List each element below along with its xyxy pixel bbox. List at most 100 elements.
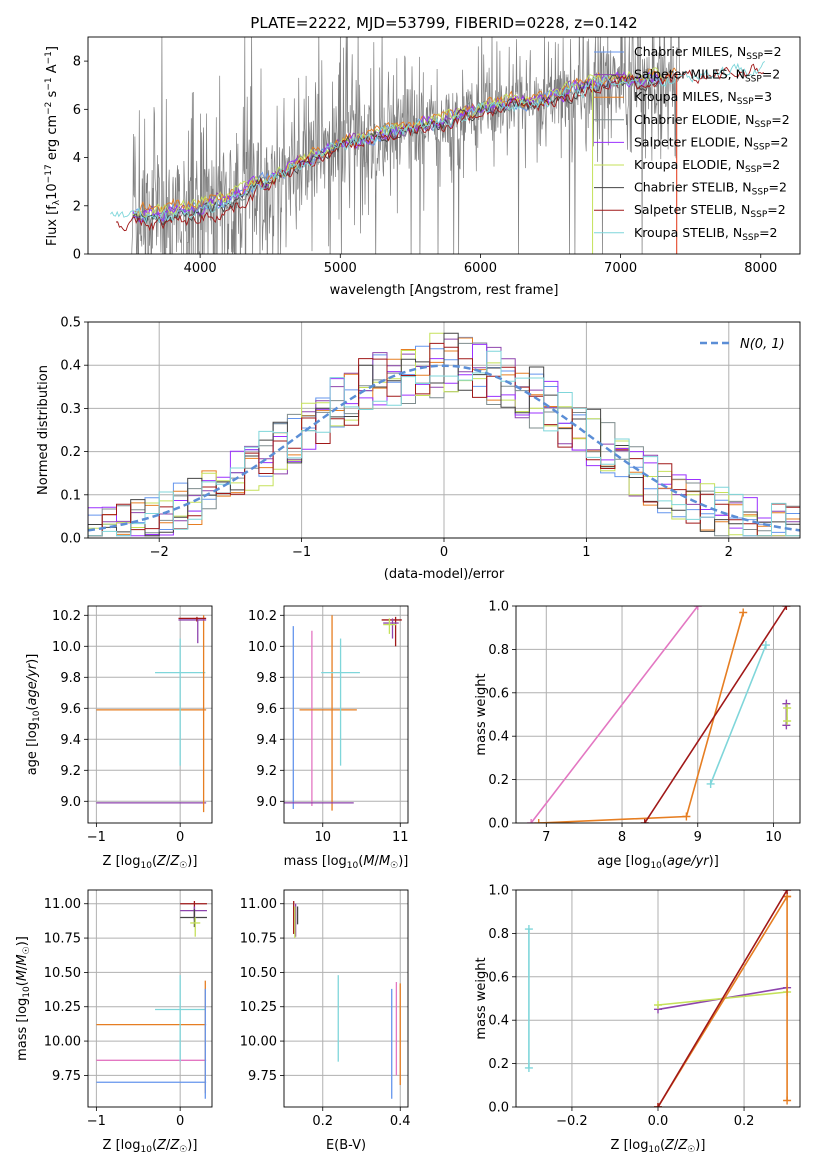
mass-weight-line — [709, 644, 767, 785]
model-spectrum-line — [132, 67, 663, 218]
x-axis-label-part: / — [375, 854, 380, 869]
x-axis-label-part: age [log — [597, 854, 650, 869]
y-tick-label: 0.4 — [60, 359, 81, 374]
legend-name: Chabrier ELODIE, N — [634, 112, 754, 127]
legend-name: Chabrier MILES, N — [634, 44, 746, 59]
x-axis-label-part: 10 — [648, 1145, 660, 1155]
x-axis-label: Z [log10(Z/Z☉)] — [103, 854, 198, 871]
plot-area — [110, 37, 765, 254]
x-axis-label-part: Z [log — [611, 1138, 649, 1153]
legend-value: =2 — [759, 225, 777, 240]
mass-weight-marker — [524, 1063, 533, 1072]
x-tick-label: −0.2 — [556, 1114, 588, 1129]
x-axis-label-part: / — [166, 854, 171, 869]
figure-title: PLATE=2222, MJD=53799, FIBERID=0228, z=0… — [250, 14, 637, 32]
x-axis-label-part: ☉ — [179, 1145, 187, 1155]
x-axis-label-part: Z — [156, 854, 167, 869]
y-tick-label: 10.50 — [44, 966, 81, 981]
y-axis-label-part: Flux [f — [45, 205, 60, 246]
legend-label: Chabrier ELODIE, NSSP=2 — [634, 112, 790, 130]
x-axis-label-part: Z — [664, 1138, 675, 1153]
legend-subscript: SSP — [746, 52, 763, 62]
mass-weight-marker — [782, 606, 791, 610]
y-axis-label-part: age [log — [25, 722, 40, 775]
y-axis-label-part: −17 — [44, 164, 54, 183]
x-tick-label: −1 — [87, 1114, 106, 1129]
y-tick-label: 9.4 — [256, 733, 277, 748]
y-tick-label: 9.6 — [60, 702, 81, 717]
legend-label: Salpeter ELODIE, NSSP=2 — [634, 134, 788, 152]
y-tick-label: 9.2 — [256, 764, 277, 779]
frame: −1 0 9.75 10.00 10.25 10.50 10.75 11.00 — [44, 897, 185, 1129]
x-tick-label: 0.0 — [648, 1114, 669, 1129]
legend-value: =2 — [762, 157, 780, 172]
mass-weight-line — [644, 606, 788, 823]
legend-name: Salpeter MILES, N — [634, 67, 745, 82]
frame: 4000 5000 6000 7000 8000 0 2 4 6 8 — [73, 55, 778, 276]
y-tick-label: 1.0 — [488, 600, 509, 615]
x-axis-label-part: Z — [156, 1138, 167, 1153]
chart-massweight-vs-Z: −0.2 0.0 0.20.00.20.40.60.81.0Z [log10(Z/Z… — [474, 884, 801, 1155]
axes-border — [87, 321, 801, 539]
frame: 0.2 0.4 9.75 10.00 10.25 10.50 10.75 11.00 — [240, 897, 411, 1129]
y-axis-label: Flux [fλ10−17 erg cm−2 s−1 A−1] — [44, 46, 62, 246]
mass-weight-marker — [654, 1103, 662, 1107]
model-spectrum-line — [132, 67, 677, 214]
x-axis-label-part: 10 — [650, 861, 662, 871]
y-axis-label-part: λ — [52, 199, 62, 205]
x-tick-label: 6000 — [464, 261, 497, 276]
legend-value: =3 — [754, 89, 772, 104]
y-tick-label: 0.0 — [488, 817, 509, 832]
legend-subscript: SSP — [745, 75, 762, 85]
y-axis-label-part: 10 — [32, 710, 42, 722]
mass-weight-marker — [682, 812, 691, 821]
grid — [88, 890, 212, 1107]
legend-subscript: SSP — [750, 210, 767, 220]
mass-weight-marker — [693, 606, 702, 610]
x-tick-label: 7 — [542, 830, 550, 845]
mass-weight-marker — [783, 1096, 792, 1105]
axes-border — [87, 889, 213, 1108]
plot-area — [88, 332, 800, 538]
y-tick-label: 8 — [73, 55, 81, 70]
y-tick-label: 0.2 — [60, 445, 81, 460]
y-tick-label: 10.75 — [44, 932, 81, 947]
y-axis-label: mass weight — [474, 673, 489, 755]
y-axis-label-part: 10 — [45, 183, 60, 200]
y-axis-label-part: ( — [15, 981, 30, 986]
plot-area — [293, 900, 401, 1099]
grid — [284, 606, 408, 823]
x-tick-label: 0.2 — [312, 1114, 333, 1129]
mass-weight-marker — [654, 1001, 662, 1010]
legend-name: Kroupa STELIB, N — [634, 225, 742, 240]
axes-border — [87, 36, 801, 255]
y-axis-label-part: 10 — [22, 986, 32, 998]
mass-weight-marker — [783, 703, 792, 712]
y-tick-label: 0.2 — [488, 1057, 509, 1072]
x-axis-label-part: ☉ — [390, 861, 398, 871]
chart-mass-vs-EBV: 0.2 0.4 9.75 10.00 10.25 10.50 10.75 11.00 E(B-V… — [240, 889, 411, 1153]
residual-histogram — [88, 350, 800, 538]
frame: 10 11 9.0 9.2 9.4 9.6 9.8 10.0 10.2 — [248, 609, 408, 845]
y-tick-label: 9.0 — [60, 795, 81, 810]
y-axis-label-part: ] — [45, 46, 60, 51]
x-tick-label: 0.4 — [390, 1114, 411, 1129]
y-tick-label: 0.4 — [488, 1014, 509, 1029]
model-spectrum-line — [132, 74, 664, 226]
legend-subscript: SSP — [754, 120, 771, 130]
x-axis-label: wavelength [Angstrom, rest frame] — [330, 283, 559, 298]
y-tick-label: 0.1 — [60, 488, 81, 503]
x-axis-label-part: ( — [152, 1138, 157, 1153]
y-tick-label: 10.2 — [248, 609, 277, 624]
axes-border — [515, 605, 801, 824]
y-axis-label-part: ☉ — [22, 946, 32, 954]
x-axis-label-part: )] — [187, 854, 197, 869]
mass-weight-marker — [640, 819, 649, 823]
x-axis-label-part: )] — [709, 854, 719, 869]
x-tick-label: 0 — [176, 1114, 184, 1129]
x-axis-label-part: ( — [660, 1138, 665, 1153]
